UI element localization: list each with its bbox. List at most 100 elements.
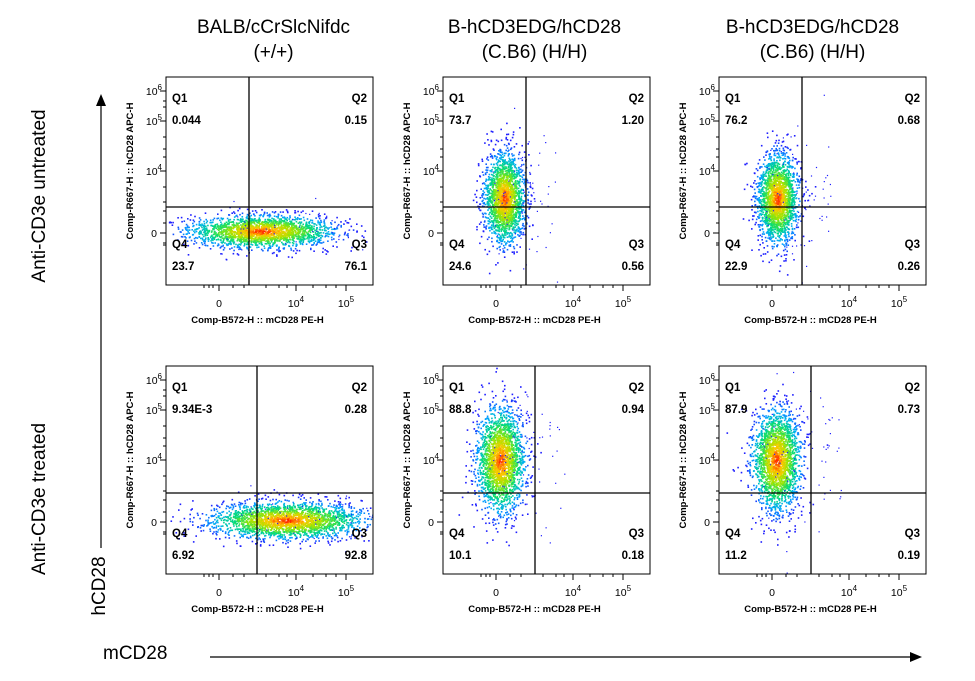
scatter-point — [284, 218, 286, 220]
scatter-point — [294, 225, 297, 228]
scatter-point — [516, 244, 518, 246]
scatter-point — [503, 218, 506, 220]
scatter-point — [485, 186, 488, 189]
scatter-point — [222, 237, 225, 240]
scatter-point — [286, 225, 289, 227]
scatter-point — [512, 217, 515, 219]
scatter-point — [241, 238, 244, 241]
scatter-point — [500, 212, 502, 215]
scatter-point — [182, 233, 185, 236]
scatter-point — [220, 235, 223, 238]
scatter-point — [491, 194, 494, 196]
scatter-point — [187, 229, 189, 231]
scatter-point — [515, 143, 518, 145]
scatter-point — [517, 223, 519, 225]
scatter-point — [285, 209, 288, 211]
scatter-point — [499, 184, 501, 186]
scatter-point — [212, 236, 214, 238]
scatter-point — [505, 172, 507, 175]
scatter-point — [298, 239, 301, 241]
scatter-point — [241, 226, 243, 229]
scatter-point — [490, 208, 492, 211]
scatter-point — [219, 236, 221, 238]
outlier-point — [536, 251, 538, 253]
scatter-point — [281, 228, 284, 231]
scatter-point — [271, 245, 274, 247]
scatter-point — [513, 252, 515, 255]
scatter-point — [764, 165, 766, 168]
scatter-point — [238, 235, 241, 238]
scatter-point — [763, 191, 765, 193]
scatter-point — [220, 221, 222, 224]
scatter-point — [282, 238, 285, 240]
scatter-point — [766, 220, 769, 223]
scatter-point — [238, 222, 241, 224]
scatter-point — [770, 237, 773, 240]
scatter-point — [506, 189, 508, 191]
scatter-point — [254, 236, 257, 239]
scatter-point — [510, 225, 513, 228]
scatter-point — [506, 227, 508, 230]
outlier-point — [503, 192, 505, 195]
scatter-point — [298, 228, 300, 231]
scatter-point — [495, 169, 498, 171]
scatter-point — [189, 219, 192, 221]
scatter-point — [511, 172, 513, 175]
scatter-point — [512, 160, 515, 162]
scatter-point — [300, 221, 303, 223]
scatter-point — [201, 243, 204, 246]
scatter-point — [501, 189, 503, 191]
scatter-point — [294, 216, 296, 218]
scatter-point — [284, 225, 286, 227]
scatter-point — [507, 155, 510, 157]
scatter-point — [260, 223, 263, 225]
outlier-point — [504, 212, 506, 214]
scatter-point — [786, 168, 788, 171]
scatter-point — [363, 236, 365, 239]
scatter-point — [490, 200, 493, 202]
scatter-point — [511, 136, 514, 139]
scatter-point — [287, 223, 290, 225]
scatter-point — [246, 243, 248, 246]
scatter-point — [779, 225, 782, 228]
scatter-point — [526, 223, 528, 225]
scatter-point — [237, 238, 240, 240]
scatter-point — [783, 235, 786, 237]
scatter-point — [331, 238, 333, 241]
scatter-point — [497, 198, 499, 200]
scatter-point — [487, 166, 489, 169]
scatter-point — [219, 239, 222, 241]
scatter-point — [224, 233, 227, 236]
scatter-point — [261, 222, 263, 224]
scatter-point — [292, 244, 294, 247]
scatter-point — [492, 185, 494, 188]
scatter-point — [291, 231, 293, 233]
scatter-point — [491, 180, 493, 183]
x-tick-label: 105 — [338, 295, 355, 310]
scatter-point — [301, 236, 304, 238]
scatter-point — [508, 214, 510, 217]
scatter-point — [181, 236, 184, 238]
scatter-point — [295, 234, 297, 236]
scatter-point — [498, 212, 501, 215]
scatter-point — [256, 221, 259, 223]
outlier-point — [545, 142, 547, 144]
scatter-point — [330, 222, 332, 224]
scatter-point — [286, 227, 289, 230]
scatter-point — [509, 213, 511, 215]
scatter-points — [742, 94, 832, 284]
scatter-point — [510, 177, 512, 180]
scatter-point — [512, 196, 514, 198]
outlier-point — [240, 228, 242, 230]
scatter-point — [757, 239, 759, 241]
scatter-point — [517, 230, 520, 233]
scatter-point — [261, 237, 263, 240]
scatter-point — [524, 233, 526, 236]
scatter-point — [496, 192, 499, 194]
scatter-point — [293, 222, 295, 225]
scatter-point — [488, 197, 490, 200]
scatter-point — [221, 237, 224, 239]
scatter-point — [290, 227, 292, 229]
scatter-point — [247, 233, 249, 235]
